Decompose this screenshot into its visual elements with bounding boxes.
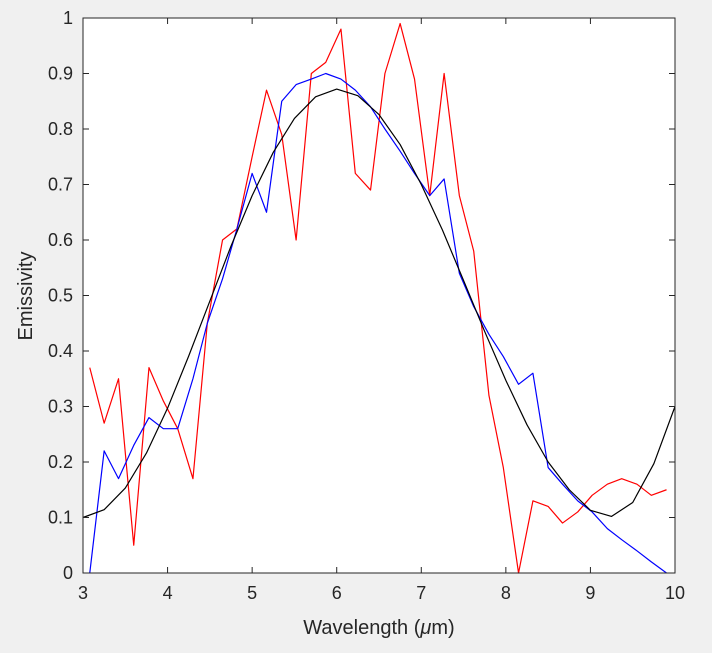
ticks-layer [82,17,676,574]
series-line-1 [89,22,667,574]
x-tick-labels: 3 4 5 6 7 8 9 10 [78,583,685,603]
x-tick-label-4: 7 [416,583,426,603]
y-tick-label-2: 0.2 [48,452,73,472]
x-tick-label-7: 10 [665,583,685,603]
series-line-3 [82,88,676,519]
y-tick-label-0: 0 [63,563,73,583]
x-tick-label-5: 8 [501,583,511,603]
y-tick-label-4: 0.4 [48,341,73,361]
x-tick-label-0: 3 [78,583,88,603]
x-axis-label: Wavelength (μm) [303,617,454,639]
y-tick-labels: 0 0.1 0.2 0.3 0.4 0.5 0.6 0.7 0.8 0.9 1 [48,8,73,583]
y-tick-label-6: 0.6 [48,230,73,250]
series-layer [82,22,676,574]
y-tick-label-5: 0.5 [48,286,73,306]
y-tick-label-9: 0.9 [48,64,73,84]
x-tick-label-3: 6 [332,583,342,603]
x-tick-label-2: 5 [247,583,257,603]
y-tick-label-3: 0.3 [48,397,73,417]
x-tick-label-1: 4 [163,583,173,603]
series-line-2 [89,72,667,574]
y-tick-label-8: 0.8 [48,119,73,139]
y-axis-label: Emissivity [15,252,37,341]
y-tick-label-1: 0.1 [48,508,73,528]
y-tick-label-7: 0.7 [48,175,73,195]
y-tick-label-10: 1 [63,8,73,28]
plot-area [83,18,675,573]
x-tick-label-6: 9 [585,583,595,603]
x-axis-label-mu: μ [419,617,431,639]
